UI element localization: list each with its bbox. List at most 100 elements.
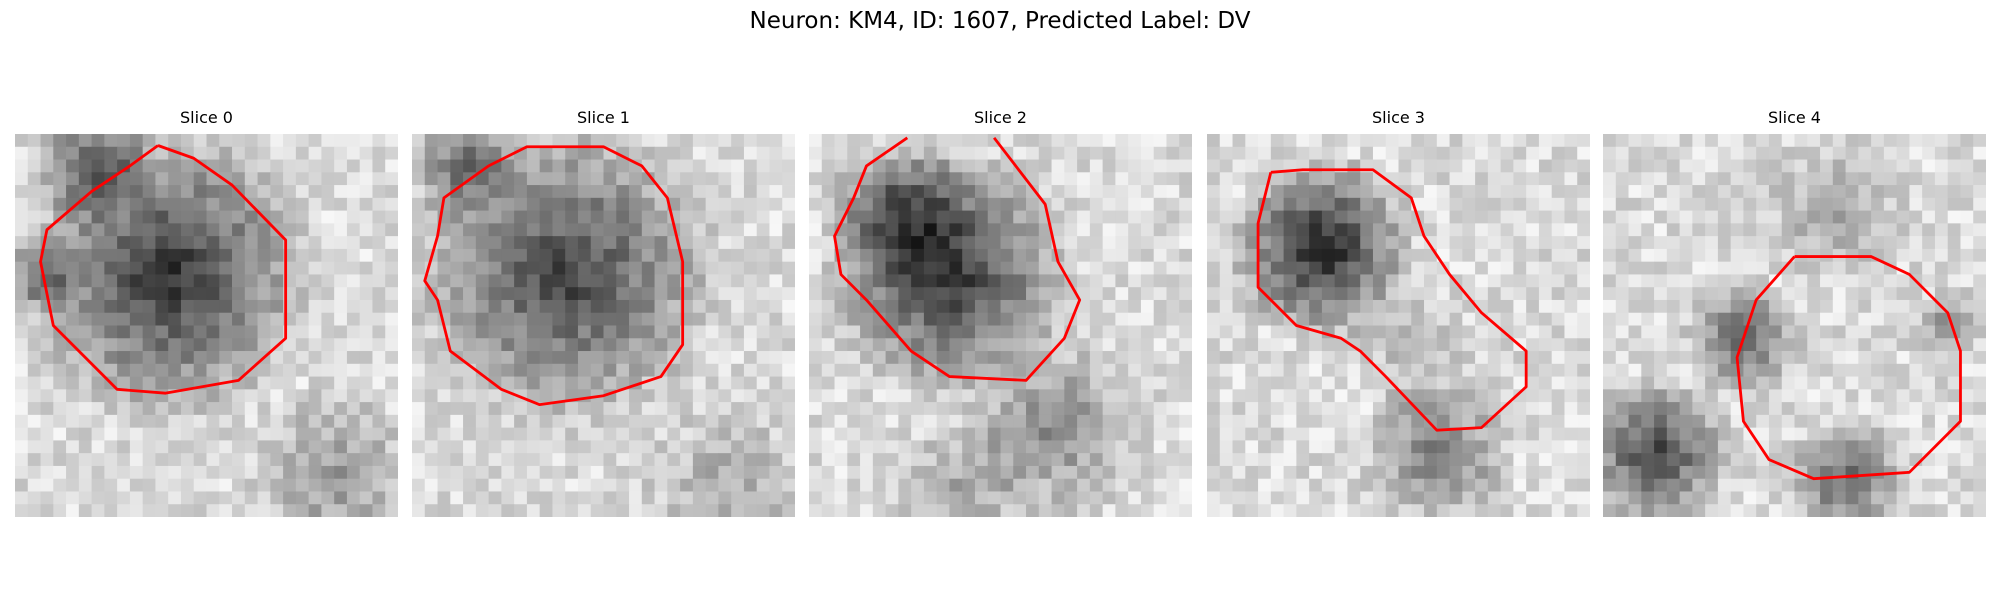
pixel <box>1487 185 1502 199</box>
pixel <box>577 453 592 467</box>
pixel <box>372 185 386 199</box>
pixel <box>1858 465 1872 480</box>
pixel <box>321 440 335 454</box>
pixel <box>1179 363 1192 377</box>
pixel <box>1896 325 1910 339</box>
pixel <box>860 491 874 505</box>
pixel <box>1845 274 1859 288</box>
pixel <box>155 453 169 467</box>
pixel <box>1475 478 1489 492</box>
pixel <box>1922 274 1936 288</box>
pixel <box>1207 351 1221 365</box>
pixel <box>590 146 604 160</box>
pixel <box>1462 376 1476 390</box>
pixel <box>232 172 246 186</box>
pixel <box>809 338 823 352</box>
pixel <box>193 172 207 186</box>
pixel <box>1577 465 1590 480</box>
pixel <box>155 134 169 148</box>
pixel <box>911 453 925 467</box>
pixel <box>1283 299 1297 314</box>
pixel <box>488 185 502 199</box>
pixel <box>860 504 874 517</box>
pixel <box>1794 274 1808 288</box>
pixel <box>1960 197 1974 211</box>
pixel <box>1883 248 1898 263</box>
pixel <box>1128 402 1142 416</box>
pixel <box>1666 236 1680 250</box>
pixel <box>1628 427 1642 441</box>
pixel <box>346 172 361 186</box>
pixel <box>1487 376 1502 390</box>
pixel <box>219 248 233 263</box>
pixel <box>346 363 361 377</box>
pixel <box>53 351 67 365</box>
pixel <box>616 414 630 429</box>
pixel <box>821 363 835 377</box>
pixel <box>308 351 322 365</box>
pixel <box>1424 465 1438 480</box>
pixel <box>450 299 464 314</box>
pixel <box>1013 325 1027 339</box>
pixel <box>142 248 156 263</box>
pixel <box>1064 478 1078 492</box>
pixel <box>501 453 515 467</box>
pixel <box>1820 223 1834 237</box>
pixel <box>1475 146 1489 160</box>
pixel <box>1038 389 1052 403</box>
pixel <box>705 146 719 160</box>
pixel <box>321 312 335 326</box>
pixel <box>731 504 745 517</box>
pixel <box>1038 172 1052 186</box>
pixel <box>1283 465 1297 480</box>
pixel <box>1128 338 1142 352</box>
pixel <box>834 197 848 211</box>
pixel <box>1258 236 1272 250</box>
pixel <box>1603 185 1617 199</box>
pixel <box>1411 146 1425 160</box>
contour <box>1735 255 1962 481</box>
pixel <box>450 389 464 403</box>
pixel <box>834 338 848 352</box>
pixel <box>667 312 681 326</box>
pixel <box>860 389 874 403</box>
pixel <box>782 312 795 326</box>
pixel <box>27 185 41 199</box>
pixel <box>1692 185 1706 199</box>
pixel <box>168 504 182 517</box>
pixel <box>206 478 220 492</box>
pixel <box>1360 248 1374 263</box>
pixel <box>385 491 398 505</box>
pixel <box>1166 172 1180 186</box>
pixel <box>1385 504 1399 517</box>
pixel <box>1871 465 1885 480</box>
pixel <box>334 414 348 429</box>
pixel <box>1462 338 1476 352</box>
pixel <box>847 402 861 416</box>
pixel <box>680 376 694 390</box>
pixel <box>1794 351 1808 365</box>
pixel <box>514 197 528 211</box>
pixel <box>1449 261 1463 275</box>
pixel <box>27 325 41 339</box>
pixel <box>15 299 29 314</box>
pixel <box>463 146 477 160</box>
pixel <box>372 376 386 390</box>
pixel <box>104 287 118 301</box>
pixel <box>987 185 1001 199</box>
pixel <box>40 351 54 365</box>
pixel <box>872 504 886 517</box>
pixel <box>641 172 655 186</box>
pixel <box>923 299 938 314</box>
pixel <box>104 440 118 454</box>
pixel <box>450 274 464 288</box>
pixel <box>1577 478 1590 492</box>
pixel <box>1845 185 1859 199</box>
pixel <box>860 363 874 377</box>
pixel <box>1219 491 1233 505</box>
pixel <box>1207 338 1221 352</box>
pixel <box>1166 197 1180 211</box>
pixel <box>359 261 373 275</box>
pixel <box>1743 197 1757 211</box>
pixel <box>270 185 284 199</box>
